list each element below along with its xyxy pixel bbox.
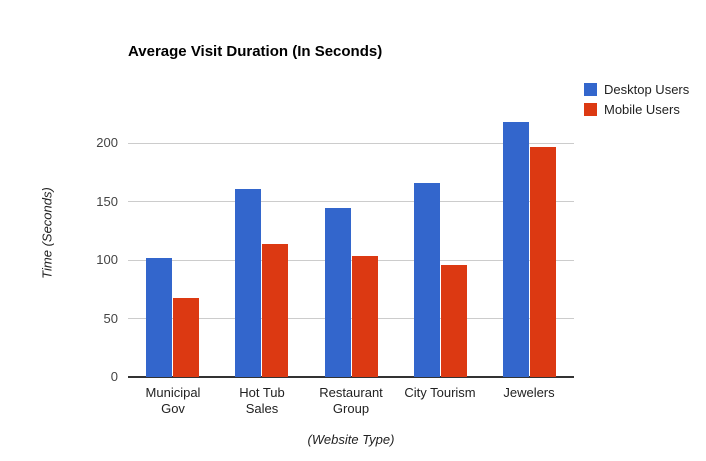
y-tick-label-150: 150 [96,194,118,209]
x-category-label-line: Gov [161,401,185,416]
legend-label-mobile-users: Mobile Users [604,102,680,117]
x-category-label-line: Restaurant [319,385,383,400]
y-tick-label-200: 200 [96,135,118,150]
x-category-label-restaurant-group: Restaurant Group [303,385,399,417]
legend-swatch-mobile-users [584,103,597,116]
x-category-label-line: Jewelers [503,385,555,400]
legend: Desktop Users Mobile Users [584,82,690,123]
bar-desktop-users-municipal-gov[interactable] [146,258,172,377]
legend-swatch-desktop-users [584,83,597,96]
x-axis-line [128,376,574,378]
x-category-label-line: Group [332,401,370,416]
plot-area [128,85,574,378]
x-category-label-line: Municipal [145,385,201,400]
y-axis-tick-labels: 0 50 100 150 200 [58,85,118,384]
bar-mobile-users-restaurant-group[interactable] [352,256,378,377]
bar-desktop-users-hot-tub-sales[interactable] [235,189,261,377]
bar-mobile-users-hot-tub-sales[interactable] [262,244,288,377]
bar-desktop-users-restaurant-group[interactable] [325,208,351,377]
legend-label-desktop-users: Desktop Users [604,82,690,97]
gridline-100 [128,259,574,261]
x-category-label-line: Sales [245,401,279,416]
bar-desktop-users-city-tourism[interactable] [414,183,440,377]
legend-item-desktop-users: Desktop Users [584,82,690,97]
x-category-label-hot-tub-sales: Hot Tub Sales [214,385,310,417]
x-axis-title: (Website Type) [307,432,395,447]
x-category-label-jewelers: Jewelers [481,385,577,401]
bar-desktop-users-jewelers[interactable] [503,122,529,377]
chart-title: Average Visit Duration (In Seconds) [128,43,383,60]
gridline-150 [128,201,574,203]
y-tick-label-100: 100 [96,252,118,267]
x-category-label-city-tourism: City Tourism [392,385,488,401]
x-category-label-line: Hot Tub [239,385,285,400]
bar-mobile-users-city-tourism[interactable] [441,265,467,377]
x-category-label-line: City Tourism [404,385,476,400]
gridline-200 [128,142,574,144]
gridline-50 [128,318,574,320]
x-category-label-municipal-gov: Municipal Gov [125,385,221,417]
bar-mobile-users-municipal-gov[interactable] [173,298,199,377]
y-axis-title: Time (Seconds) [39,187,55,279]
bar-mobile-users-jewelers[interactable] [530,147,556,377]
y-tick-label-50: 50 [103,311,118,326]
legend-item-mobile-users: Mobile Users [584,102,689,117]
y-tick-label-0: 0 [110,369,118,384]
